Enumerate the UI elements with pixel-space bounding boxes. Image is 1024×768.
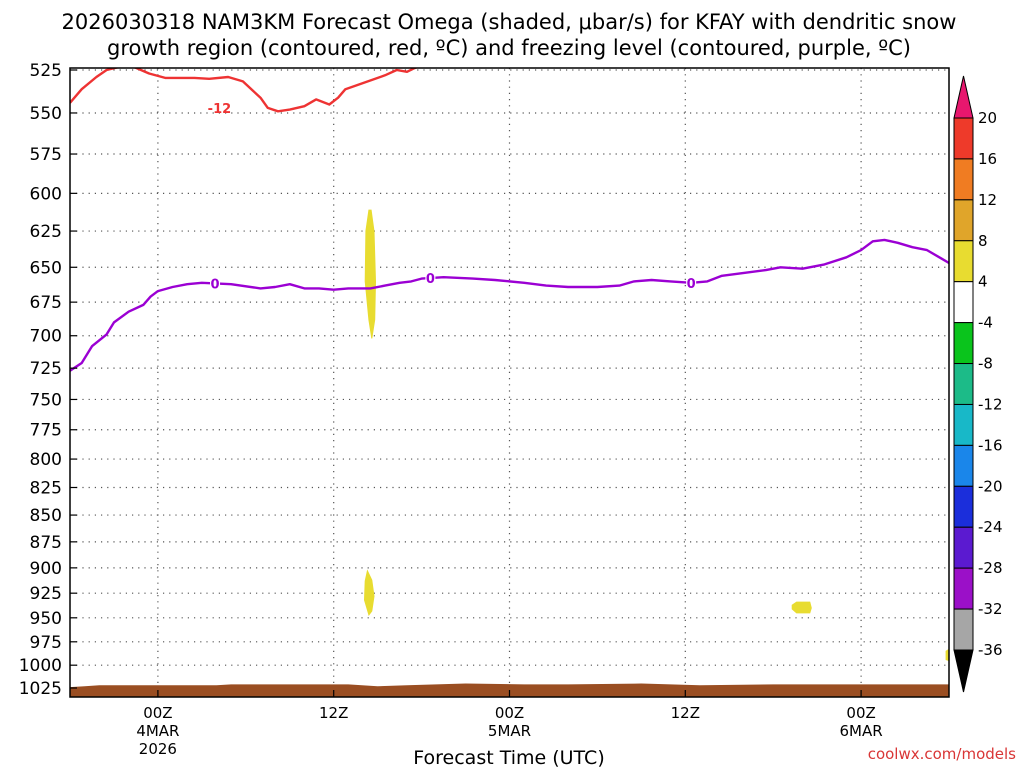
colorbar-tick-label: -24 <box>978 518 1003 536</box>
colorbar-bin <box>953 117 974 160</box>
y-tick-label: 950 <box>30 609 62 629</box>
y-tick-label: 875 <box>30 533 62 553</box>
grid-lines <box>70 68 949 697</box>
colorbar-tick-label: -4 <box>978 314 993 332</box>
x-tick-label: 00Z <box>143 704 172 722</box>
x-tick-label: 2026 <box>139 740 177 758</box>
colorbar-tick-label: 4 <box>978 273 988 291</box>
freezing-level-label: 0 <box>687 277 696 292</box>
y-tick-label: 675 <box>30 293 62 313</box>
colorbar-tick-label: -16 <box>978 436 1003 454</box>
y-tick-label: 775 <box>30 421 62 441</box>
credit-text: coolwx.com/models <box>868 745 1016 763</box>
colorbar-tick-label: 8 <box>978 232 988 250</box>
colorbar: 20 16 12 8 4 -4 -8 -12 -16 -20 -24 -28 -32 -36 <box>953 75 1003 693</box>
omega-area-3 <box>791 601 812 614</box>
contour-layer: -12 0 0 0 <box>70 68 949 372</box>
y-tick-label: 525 <box>30 61 62 81</box>
x-tick-label: 6MAR <box>840 722 883 740</box>
y-tick-label: 625 <box>30 222 62 242</box>
freezing-level-label-bg <box>210 275 221 291</box>
omega-shading <box>363 209 949 662</box>
colorbar-tick-label: -36 <box>978 641 1003 659</box>
x-tick-label: 12Z <box>671 704 700 722</box>
y-tick-label: 700 <box>30 327 62 347</box>
colorbar-bottom-arrow <box>953 649 974 693</box>
y-tick-label: 825 <box>30 478 62 498</box>
y-tick-label: 800 <box>30 450 62 470</box>
freezing-level-label: 0 <box>211 277 220 292</box>
x-axis-label: Forecast Time (UTC) <box>413 747 604 768</box>
y-tick-label: 1025 <box>19 679 62 699</box>
colorbar-tick-label: 12 <box>978 191 997 209</box>
colorbar-tick-label: 20 <box>978 109 997 127</box>
colorbar-bin <box>953 322 974 365</box>
y-tick-label: 650 <box>30 258 62 278</box>
colorbar-bin <box>953 281 974 324</box>
freezing-level-label-bg <box>686 274 697 290</box>
colorbar-bin <box>953 608 974 651</box>
freezing-level-line <box>70 238 949 372</box>
colorbar-tick-label: -20 <box>978 477 1003 495</box>
chart-title-line-2: growth region (contoured, red, ºC) and f… <box>107 36 911 60</box>
chart-title-line-1: 2026030318 NAM3KM Forecast Omega (shaded… <box>62 10 957 34</box>
y-tick-label: 725 <box>30 359 62 379</box>
colorbar-bin <box>953 567 974 610</box>
colorbar-tick-label: 16 <box>978 150 997 168</box>
y-tick-label: 575 <box>30 145 62 165</box>
colorbar-tick-label: -12 <box>978 395 1003 413</box>
colorbar-tick-label: -32 <box>978 600 1003 618</box>
colorbar-bin <box>953 485 974 528</box>
y-tick-label: 850 <box>30 506 62 526</box>
x-tick-label: 12Z <box>319 704 348 722</box>
y-tick-label: 600 <box>30 184 62 204</box>
y-tick-label: 750 <box>30 390 62 410</box>
colorbar-bin <box>953 444 974 487</box>
colorbar-tick-label: -8 <box>978 355 993 373</box>
colorbar-bin <box>953 403 974 446</box>
x-tick-label: 4MAR <box>136 722 179 740</box>
omega-area-2 <box>363 569 375 616</box>
colorbar-bin <box>953 199 974 242</box>
x-tick-label: 00Z <box>495 704 524 722</box>
freezing-level-label-bg <box>425 270 436 286</box>
x-tick-label: 5MAR <box>488 722 531 740</box>
y-tick-label: 550 <box>30 104 62 124</box>
x-tick-label: 00Z <box>846 704 875 722</box>
y-axis: 525 550 575 600 625 650 675 700 725 750 775 800 825 8… <box>19 61 77 699</box>
freezing-level-label: 0 <box>426 272 435 287</box>
y-tick-label: 975 <box>30 633 62 653</box>
colorbar-bin <box>953 363 974 405</box>
colorbar-bin <box>953 158 974 201</box>
colorbar-bin <box>953 526 974 569</box>
y-tick-label: 925 <box>30 584 62 604</box>
colorbar-bin <box>953 240 974 283</box>
dgz-contour-line <box>70 68 419 113</box>
colorbar-tick-label: -28 <box>978 559 1003 577</box>
dgz-contour-label: -12 <box>208 102 232 117</box>
y-tick-label: 900 <box>30 559 62 579</box>
omega-area-1 <box>364 209 377 339</box>
y-tick-label: 1000 <box>19 656 62 676</box>
